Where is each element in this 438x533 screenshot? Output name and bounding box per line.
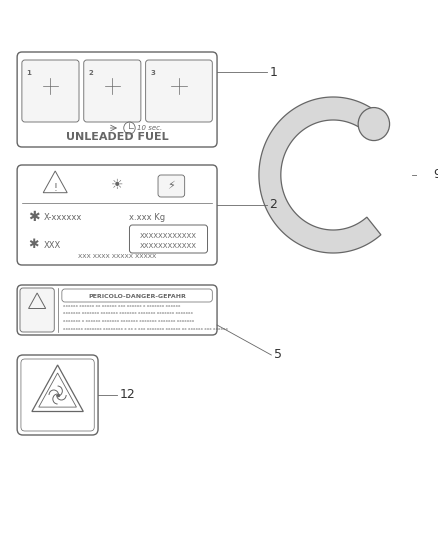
Text: xxxxxx xxxxxx xx xxxxxx xxx xxxxxx x xxxxxxx xxxxxx: xxxxxx xxxxxx xx xxxxxx xxx xxxxxx x xxx… [63, 304, 180, 308]
Text: XXX: XXX [44, 240, 61, 249]
Text: ✱: ✱ [28, 238, 39, 252]
Text: 9: 9 [433, 168, 438, 182]
FancyBboxPatch shape [20, 288, 54, 332]
Text: ✱: ✱ [28, 210, 40, 224]
FancyBboxPatch shape [17, 285, 217, 335]
Text: 10 sec.: 10 sec. [137, 125, 162, 131]
FancyBboxPatch shape [62, 289, 212, 302]
FancyBboxPatch shape [84, 60, 141, 122]
FancyBboxPatch shape [21, 359, 94, 431]
Text: 1: 1 [269, 66, 277, 78]
Text: ☀: ☀ [111, 178, 124, 192]
Text: xxxxxxx xxxxxxx xxxxxxx xxxxxxx xxxxxxx xxxxxxx xxxxxxx: xxxxxxx xxxxxxx xxxxxxx xxxxxxx xxxxxxx … [63, 311, 193, 316]
Text: PERICOLO-DANGER-GEFAHR: PERICOLO-DANGER-GEFAHR [88, 294, 186, 298]
Text: 2: 2 [88, 70, 93, 76]
Text: 3: 3 [150, 70, 155, 76]
FancyBboxPatch shape [17, 52, 217, 147]
FancyBboxPatch shape [22, 60, 79, 122]
FancyBboxPatch shape [146, 60, 212, 122]
Circle shape [358, 108, 389, 141]
FancyBboxPatch shape [130, 225, 208, 253]
Text: 1: 1 [27, 70, 32, 76]
Text: XXX XXXX XXXXX XXXXX: XXX XXXX XXXXX XXXXX [78, 254, 156, 260]
Text: UNLEADED FUEL: UNLEADED FUEL [66, 132, 168, 142]
Text: XXXXXXXXXXXX: XXXXXXXXXXXX [140, 233, 197, 239]
Text: xxxxxxx x xxxxxx xxxxxxx xxxxxxx xxxxxxx xxxxxxx xxxxxxx: xxxxxxx x xxxxxx xxxxxxx xxxxxxx xxxxxxx… [63, 319, 194, 323]
Text: 2: 2 [269, 198, 277, 212]
Text: ⚡: ⚡ [167, 181, 175, 191]
Text: 12: 12 [120, 389, 136, 401]
FancyBboxPatch shape [17, 165, 217, 265]
Text: !: ! [53, 183, 57, 193]
Text: X-xxxxxx: X-xxxxxx [44, 213, 82, 222]
Polygon shape [259, 97, 381, 253]
Text: x.xxx Kg: x.xxx Kg [130, 213, 166, 222]
Text: XXXXXXXXXXXX: XXXXXXXXXXXX [140, 243, 197, 249]
Text: 5: 5 [274, 349, 282, 361]
FancyBboxPatch shape [17, 355, 98, 435]
Text: xxxxxxxx xxxxxxx xxxxxxxx x xx x xxx xxxxxxx xxxxxx xx xxxxxx xxx xxxxxx: xxxxxxxx xxxxxxx xxxxxxxx x xx x xxx xxx… [63, 327, 228, 330]
FancyBboxPatch shape [158, 175, 185, 197]
